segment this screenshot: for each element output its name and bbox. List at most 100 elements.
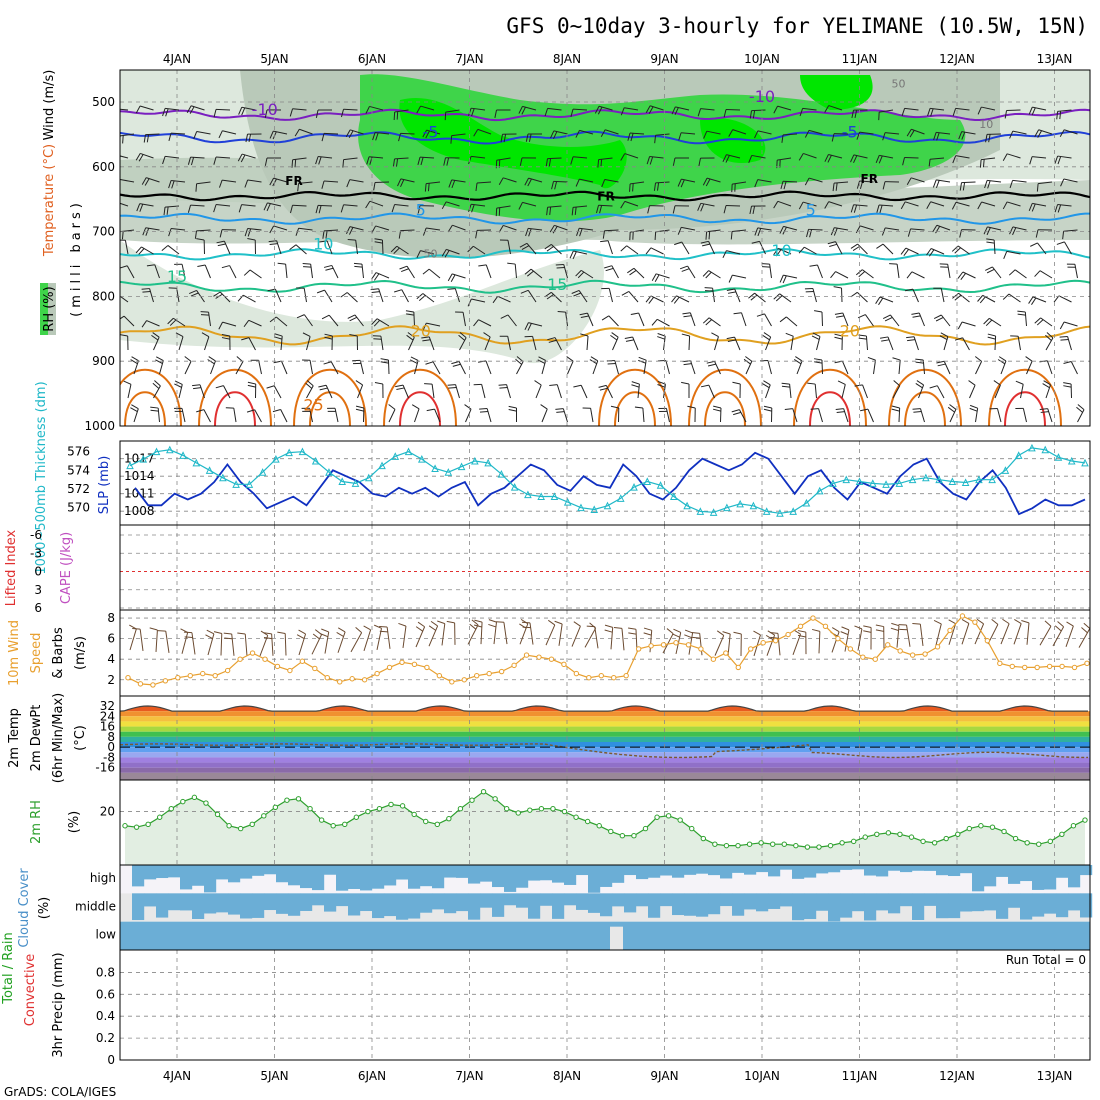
upper-wind-barb: [323, 229, 339, 232]
upper-wind-barb-feather: [131, 356, 139, 362]
cloud-mid-bar: [948, 893, 961, 919]
upper-wind-barb: [394, 109, 409, 113]
upper-wind-barb: [629, 132, 645, 135]
cloud-high-bar: [408, 865, 421, 889]
surface-wind-barb: [621, 628, 625, 651]
upper-wind-barb: [777, 157, 792, 161]
wind-speed-point: [561, 661, 567, 668]
upper-wind-barb: [1063, 178, 1078, 183]
upper-wind-barb: [507, 336, 511, 351]
upper-wind-barb-feather: [673, 296, 680, 304]
surface-wind-barb-feather: [1081, 627, 1088, 634]
upper-wind-barb: [706, 229, 721, 233]
upper-wind-barb-feather: [244, 179, 249, 188]
upper-wind-barb: [981, 106, 996, 111]
contour-label: 10: [313, 235, 333, 254]
upper-wind-barb: [332, 433, 336, 446]
wind-speed-point: [461, 677, 467, 683]
surface-wind-barb-feather: [363, 625, 371, 631]
upper-wind-barb: [280, 409, 288, 423]
upper-wind-barb-feather: [954, 247, 961, 254]
cloud-high-bar: [636, 865, 649, 880]
upper-wind-barb: [885, 132, 900, 135]
temp-tick-label: 16: [100, 720, 115, 734]
upper-wind-barb-feather: [804, 177, 810, 186]
surface-wind-barb: [1039, 625, 1052, 646]
cloud-high-bar: [576, 865, 589, 876]
upper-wind-barb-feather: [1034, 317, 1041, 324]
upper-wind-barb: [940, 288, 945, 303]
upper-wind-barb: [330, 361, 339, 375]
upper-wind-barb-feather: [732, 381, 741, 385]
wind-speed-point: [386, 664, 393, 671]
cloud-mid-bar: [180, 893, 193, 911]
upper-wind-barb-feather: [657, 336, 666, 340]
bottom-date-label: 13JAN: [1037, 1069, 1073, 1083]
upper-wind-barb: [1020, 384, 1024, 399]
upper-wind-barb-feather: [319, 240, 328, 243]
cloud-mid-bar: [372, 893, 385, 919]
upper-wind-barb-feather: [242, 433, 250, 435]
upper-wind-barb: [757, 130, 772, 135]
cloud-mid-bar: [768, 893, 781, 909]
rh2m-point: [920, 838, 926, 845]
upper-wind-barb: [961, 131, 976, 135]
surface-wind-barb-feather: [722, 631, 731, 635]
upper-wind-barb-feather: [959, 229, 962, 238]
upper-wind-barb-feather: [426, 408, 435, 412]
wind-speed-point: [860, 654, 866, 660]
upper-wind-barb-feather: [544, 243, 552, 250]
upper-wind-barb: [969, 384, 976, 399]
upper-wind-barb: [349, 226, 364, 231]
wind-speed-point: [822, 623, 829, 629]
wind-speed-point: [337, 679, 343, 685]
upper-wind-barb: [818, 408, 823, 423]
wind-speed-point: [399, 659, 405, 665]
upper-wind-barb-feather: [527, 178, 532, 187]
upper-wind-barb-feather: [580, 333, 589, 337]
upper-wind-barb-feather: [913, 411, 922, 413]
upper-wind-barb: [165, 155, 180, 159]
surface-wind-barb-feather: [263, 637, 273, 640]
thickness-point: [219, 473, 227, 482]
upper-wind-barb-feather: [1028, 106, 1033, 115]
rh2m-point: [515, 810, 521, 816]
rh2m-point: [423, 818, 429, 825]
upper-wind-barb-feather: [425, 130, 430, 139]
thickness-point: [431, 464, 439, 472]
upper-wind-barb: [624, 107, 639, 111]
upper-wind-barb: [604, 229, 619, 232]
cloud-mid-bar: [876, 893, 889, 911]
upper-wind-barb-feather: [1031, 107, 1036, 116]
upper-wind-barb-feather: [302, 263, 311, 265]
upper-wind-barb: [497, 295, 511, 303]
rh2m-point: [712, 841, 718, 847]
upper-wind-barb: [783, 274, 798, 279]
cloud-high-bar: [984, 865, 997, 887]
upper-wind-barb: [171, 228, 186, 231]
rh2m-point: [746, 841, 753, 847]
wind-speed-point: [648, 643, 654, 649]
upper-wind-barb: [687, 265, 696, 279]
upper-wind-barb-feather: [162, 156, 166, 165]
cloud-mid-bar: [996, 893, 1009, 919]
upper-wind-barb: [204, 336, 210, 351]
temp-band: [120, 747, 1090, 753]
wind-speed-point: [785, 631, 791, 638]
surface-wind-barb-feather: [1057, 621, 1064, 628]
upper-wind-barb: [732, 229, 747, 232]
upper-wind-barb-feather: [375, 132, 379, 141]
upper-wind-barb-feather: [391, 204, 396, 213]
surface-wind-barb: [919, 624, 924, 647]
upper-wind-barb-feather: [933, 132, 937, 141]
precip-total-label: Total / Rain: [1, 932, 16, 1005]
upper-wind-barb-feather: [508, 405, 517, 409]
upper-wind-barb: [526, 243, 537, 255]
upper-wind-barb-feather: [601, 315, 610, 321]
upper-wind-barb-feather: [569, 250, 574, 259]
cloud-mid-bar: [252, 893, 265, 918]
surface-wind-barb-feather: [473, 624, 482, 628]
upper-wind-barb-feather: [900, 201, 906, 210]
upper-wind-barb-feather: [933, 314, 942, 320]
